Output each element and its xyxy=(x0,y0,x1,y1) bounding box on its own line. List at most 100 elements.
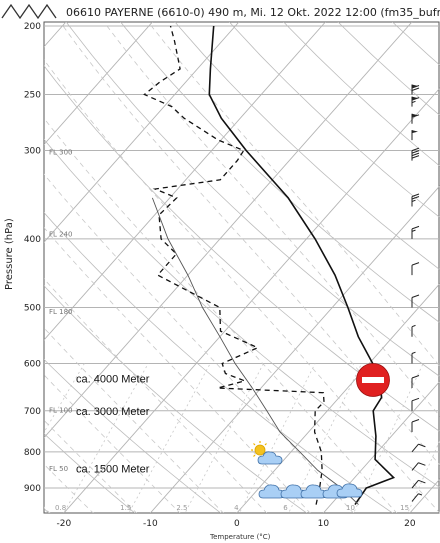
wind-barb-shaft xyxy=(411,225,420,239)
barb-half xyxy=(411,199,416,202)
mixing-ratio-label: 4 xyxy=(234,504,239,512)
wind-barb-shaft xyxy=(411,479,426,489)
flight-level-label: FL 180 xyxy=(49,308,73,316)
wind-barb-shaft xyxy=(411,147,420,161)
wind-barb-shaft xyxy=(411,462,426,471)
wind-barb-shaft xyxy=(411,493,423,502)
wind-barb-shaft xyxy=(411,375,420,388)
annotation-4000m: ca. 4000 Meter xyxy=(76,373,150,385)
wind-barb xyxy=(411,351,416,364)
isotherm-line xyxy=(44,22,240,243)
dry-adiabat-line xyxy=(65,22,440,378)
barb-full xyxy=(418,443,426,448)
wind-barb-shaft xyxy=(411,351,416,364)
wind-barb xyxy=(411,262,420,276)
annotation-3000m: ca. 3000 Meter xyxy=(76,406,150,418)
low-cloud-layer-icon xyxy=(258,483,363,499)
y-tick-label: 900 xyxy=(24,484,41,494)
wind-barb-shaft xyxy=(411,324,416,337)
barb-full xyxy=(418,479,426,484)
barb-full xyxy=(411,97,420,101)
wind-barb xyxy=(411,324,416,337)
barb-full xyxy=(411,152,420,157)
isotherm-line xyxy=(323,380,440,513)
barb-full xyxy=(411,147,420,152)
y-tick-label: 250 xyxy=(24,91,41,101)
annotation-1500m: ca. 1500 Meter xyxy=(76,464,150,476)
wind-barbs xyxy=(411,84,426,502)
wind-barb-shaft xyxy=(411,193,420,207)
barb-half xyxy=(411,229,416,232)
mixing-ratio-line xyxy=(353,363,424,513)
x-tick-label: -20 xyxy=(57,519,72,529)
y-tick-label: 400 xyxy=(24,235,41,245)
barb-full xyxy=(411,193,420,197)
mixing-ratio-line xyxy=(44,363,85,434)
wind-barb xyxy=(411,397,420,411)
header-bar xyxy=(0,0,440,22)
y-tick-label: 800 xyxy=(24,448,41,458)
flight-level-label: FL 50 xyxy=(49,465,68,473)
barb-pennant xyxy=(412,84,418,88)
mixing-ratio-label: 2.5 xyxy=(176,504,187,512)
chart-title: 06610 PAYERNE (6610-0) 490 m, Mi. 12 Okt… xyxy=(66,6,440,19)
dry-adiabat-line xyxy=(44,433,136,513)
wind-barb xyxy=(411,113,420,124)
flight-level-label: FL 300 xyxy=(49,149,73,157)
x-tick-label: 10 xyxy=(318,519,330,529)
barb-full xyxy=(411,155,420,159)
wind-barb-shaft xyxy=(411,443,426,453)
barb-staff xyxy=(411,480,419,489)
dry-adiabat-line xyxy=(44,358,222,513)
barb-pennant xyxy=(412,130,418,134)
barb-full xyxy=(411,85,420,89)
mixing-ratio-label: 0.8 xyxy=(55,504,66,512)
mixing-ratio-label: 15 xyxy=(400,504,409,512)
x-axis-title: Temperature (°C) xyxy=(209,533,271,541)
barb-full xyxy=(411,375,420,379)
dry-adiabat-line xyxy=(44,138,440,489)
dry-adiabat-line xyxy=(44,211,394,513)
wind-barb xyxy=(411,419,420,432)
mixing-ratio-label: 10 xyxy=(346,504,355,512)
barb-full xyxy=(411,196,420,200)
barb-full xyxy=(411,397,420,402)
parcel-curve xyxy=(151,197,359,505)
wind-barb xyxy=(411,84,420,95)
barb-pennant xyxy=(412,113,418,117)
dewpoint-curve xyxy=(143,25,325,505)
wind-barb xyxy=(411,96,420,107)
isotherm-line xyxy=(236,282,440,513)
zigzag-logo-icon xyxy=(1,3,57,20)
barb-staff xyxy=(411,493,419,502)
moist-adiabat-line xyxy=(44,278,268,513)
moist-adiabat-line xyxy=(62,25,440,466)
wind-barb-shaft xyxy=(411,113,420,124)
barb-half xyxy=(411,351,416,354)
barb-full xyxy=(411,262,420,266)
dry-adiabat-line xyxy=(228,22,440,219)
wind-barb xyxy=(411,147,420,161)
dry-adiabat-line xyxy=(120,22,440,324)
isotherm-line xyxy=(150,185,440,513)
wind-barb-shaft xyxy=(411,262,420,276)
wind-barb-shaft xyxy=(411,397,420,411)
mixing-ratio-line xyxy=(63,363,149,513)
wind-barb xyxy=(411,462,426,471)
barb-full xyxy=(411,114,420,118)
wind-barb xyxy=(411,493,423,502)
wind-barb-shaft xyxy=(411,84,420,95)
dry-adiabat-line xyxy=(44,65,440,433)
axis-labels: 200 250 300 400 500 600 700 800 900 -20 -10 0 10 20 FL… xyxy=(24,22,416,529)
wind-barb xyxy=(411,479,426,489)
wind-barb xyxy=(411,193,420,207)
mixing-ratio-line xyxy=(238,363,316,513)
mixing-ratio-line xyxy=(288,363,362,513)
x-tick-label: 20 xyxy=(404,519,416,529)
barb-full xyxy=(411,419,420,423)
dry-adiabat-line xyxy=(174,22,440,271)
barb-full xyxy=(418,462,426,466)
no-entry-icon xyxy=(356,363,390,397)
isotherm-line xyxy=(44,22,413,439)
